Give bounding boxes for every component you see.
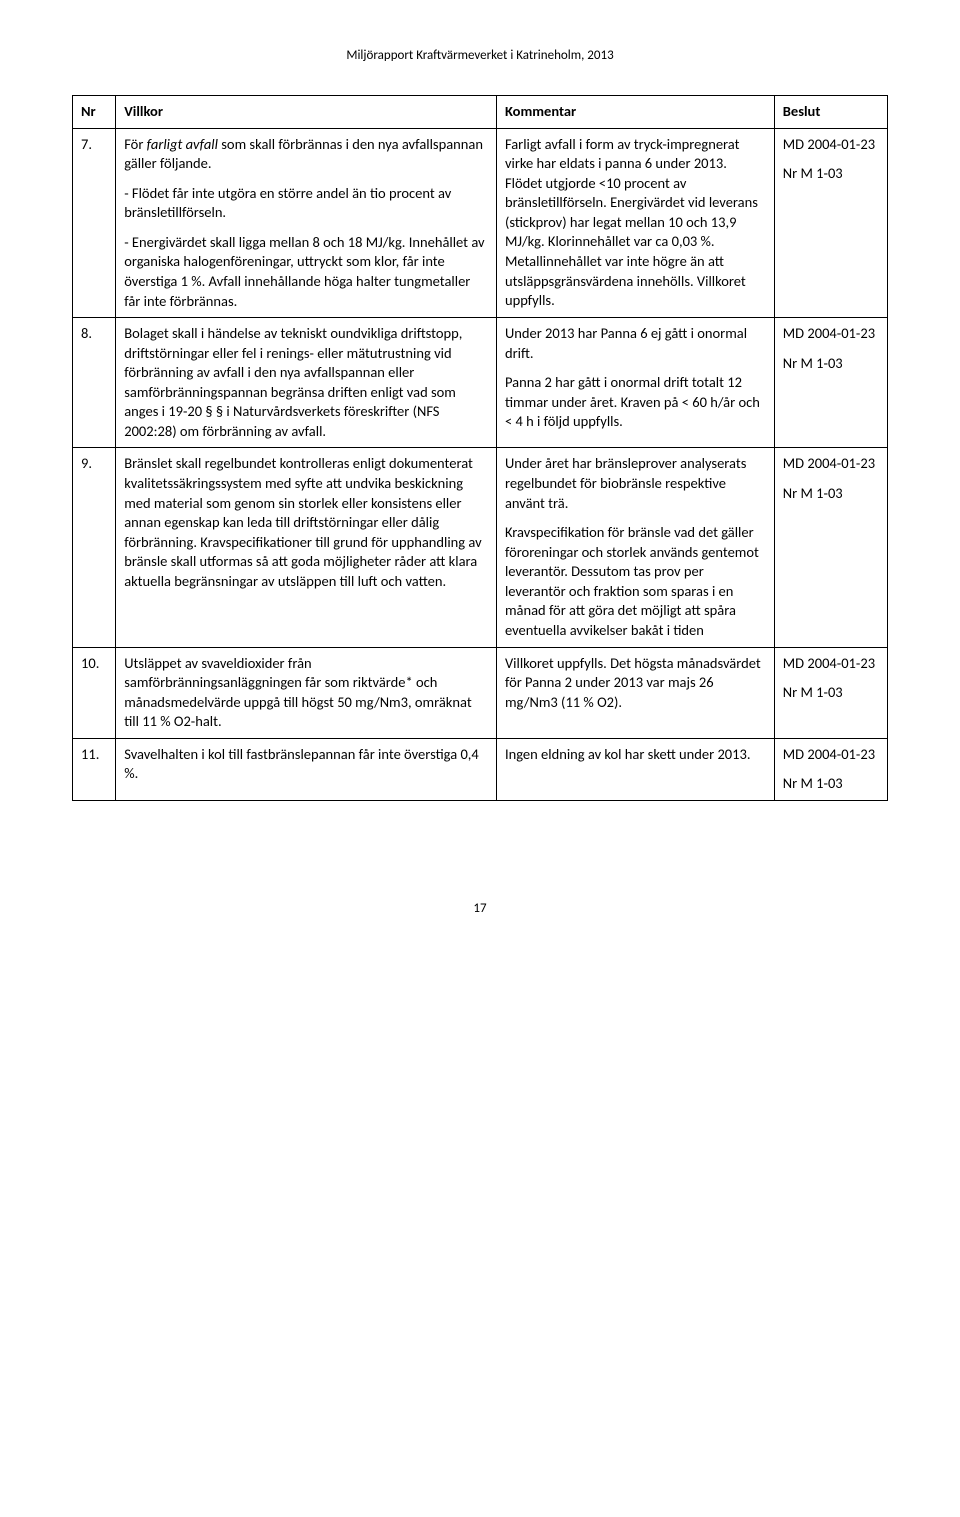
villkor-text: Utsläppet av svaveldioxider från samförb… bbox=[124, 654, 488, 732]
kommentar-text: Ingen eldning av kol har skett under 201… bbox=[505, 745, 766, 765]
row-beslut: MD 2004-01-23 Nr M 1-03 bbox=[774, 647, 887, 738]
kommentar-text: Farligt avfall i form av tryck-impregner… bbox=[505, 135, 766, 311]
row-villkor: Bränslet skall regelbundet kontrolleras … bbox=[116, 448, 497, 647]
kommentar-text: Villkoret uppfylls. Det högsta månadsvär… bbox=[505, 654, 766, 713]
row-villkor: Svavelhalten i kol till fastbränslepanna… bbox=[116, 738, 497, 800]
text-span: För bbox=[124, 135, 146, 153]
villkor-text: - Flödet får inte utgöra en större andel… bbox=[124, 184, 488, 223]
row-nr: 8. bbox=[73, 318, 116, 448]
table-row: 8. Bolaget skall i händelse av tekniskt … bbox=[73, 318, 888, 448]
table-row: 10. Utsläppet av svaveldioxider från sam… bbox=[73, 647, 888, 738]
row-kommentar: Under året har bränsleprover analyserats… bbox=[496, 448, 774, 647]
row-villkor: Bolaget skall i händelse av tekniskt oun… bbox=[116, 318, 497, 448]
row-kommentar: Ingen eldning av kol har skett under 201… bbox=[496, 738, 774, 800]
kommentar-text: Kravspecifikation för bränsle vad det gä… bbox=[505, 523, 766, 640]
villkor-text: Svavelhalten i kol till fastbränslepanna… bbox=[124, 745, 488, 784]
row-nr: 7. bbox=[73, 128, 116, 318]
col-header-beslut: Beslut bbox=[774, 96, 887, 129]
beslut-text: Nr M 1-03 bbox=[783, 354, 879, 374]
col-header-nr: Nr bbox=[73, 96, 116, 129]
kommentar-text: Under 2013 har Panna 6 ej gått i onormal… bbox=[505, 324, 766, 363]
villkor-text: För farligt avfall som skall förbrännas … bbox=[124, 135, 488, 174]
beslut-text: Nr M 1-03 bbox=[783, 774, 879, 794]
beslut-text: Nr M 1-03 bbox=[783, 484, 879, 504]
beslut-text: MD 2004-01-23 bbox=[783, 324, 879, 344]
villkor-text: Bränslet skall regelbundet kontrolleras … bbox=[124, 454, 488, 591]
row-villkor: För farligt avfall som skall förbrännas … bbox=[116, 128, 497, 318]
col-header-kommentar: Kommentar bbox=[496, 96, 774, 129]
beslut-text: MD 2004-01-23 bbox=[783, 135, 879, 155]
row-nr: 11. bbox=[73, 738, 116, 800]
col-header-villkor: Villkor bbox=[116, 96, 497, 129]
row-beslut: MD 2004-01-23 Nr M 1-03 bbox=[774, 738, 887, 800]
row-nr: 9. bbox=[73, 448, 116, 647]
row-villkor: Utsläppet av svaveldioxider från samförb… bbox=[116, 647, 497, 738]
beslut-text: MD 2004-01-23 bbox=[783, 454, 879, 474]
beslut-text: MD 2004-01-23 bbox=[783, 745, 879, 765]
table-header-row: Nr Villkor Kommentar Beslut bbox=[73, 96, 888, 129]
row-nr: 10. bbox=[73, 647, 116, 738]
document-page: Miljörapport Kraftvärmeverket i Katrineh… bbox=[0, 0, 960, 956]
beslut-text: MD 2004-01-23 bbox=[783, 654, 879, 674]
page-number: 17 bbox=[72, 901, 888, 916]
row-beslut: MD 2004-01-23 Nr M 1-03 bbox=[774, 128, 887, 318]
beslut-text: Nr M 1-03 bbox=[783, 683, 879, 703]
kommentar-text: Panna 2 har gått i onormal drift totalt … bbox=[505, 373, 766, 432]
villkor-text: - Energivärdet skall ligga mellan 8 och … bbox=[124, 233, 488, 311]
table-row: 9. Bränslet skall regelbundet kontroller… bbox=[73, 448, 888, 647]
row-kommentar: Villkoret uppfylls. Det högsta månadsvär… bbox=[496, 647, 774, 738]
text-italic: farligt avfall bbox=[147, 135, 218, 153]
kommentar-text: Under året har bränsleprover analyserats… bbox=[505, 454, 766, 513]
conditions-table: Nr Villkor Kommentar Beslut 7. För farli… bbox=[72, 95, 888, 801]
table-row: 7. För farligt avfall som skall förbränn… bbox=[73, 128, 888, 318]
villkor-text: Bolaget skall i händelse av tekniskt oun… bbox=[124, 324, 488, 441]
page-header: Miljörapport Kraftvärmeverket i Katrineh… bbox=[72, 48, 888, 63]
beslut-text: Nr M 1-03 bbox=[783, 164, 879, 184]
table-row: 11. Svavelhalten i kol till fastbränslep… bbox=[73, 738, 888, 800]
row-beslut: MD 2004-01-23 Nr M 1-03 bbox=[774, 318, 887, 448]
row-kommentar: Under 2013 har Panna 6 ej gått i onormal… bbox=[496, 318, 774, 448]
row-kommentar: Farligt avfall i form av tryck-impregner… bbox=[496, 128, 774, 318]
row-beslut: MD 2004-01-23 Nr M 1-03 bbox=[774, 448, 887, 647]
